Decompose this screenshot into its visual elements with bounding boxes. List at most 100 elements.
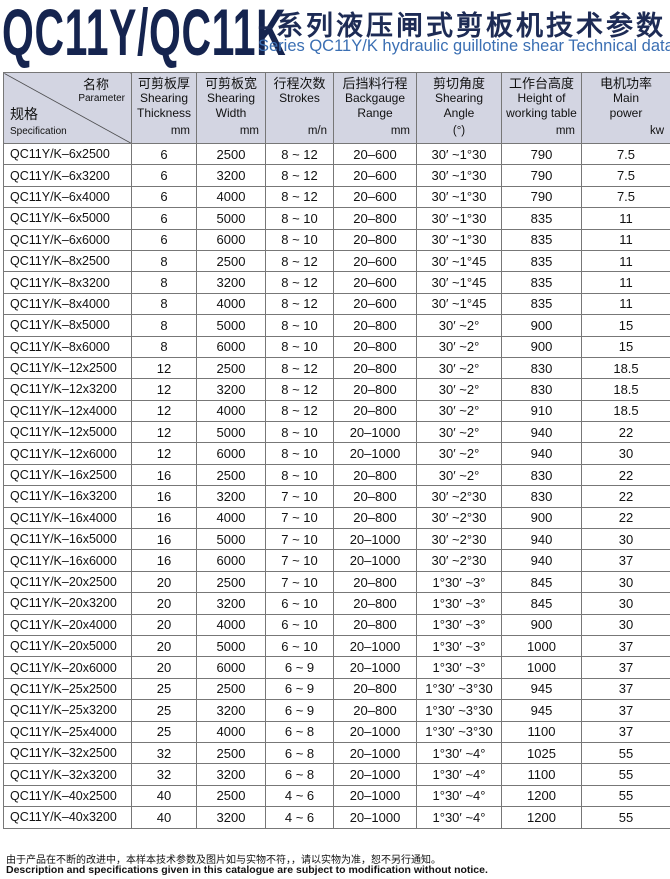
value-cell: 11 bbox=[581, 207, 670, 230]
footnote-chinese: 由于产品在不断的改进中，本样本技术参数及图片如与实物不符，，请以实物为准，恕不另… bbox=[6, 855, 441, 866]
table-row: QC11Y/K–16x4000 16 4000 7 ~ 10 20–800 30′ ~2°… bbox=[3, 506, 670, 530]
value-cell: 30′ ~1°30 bbox=[416, 142, 502, 166]
footnote-english: Description and specifications given in … bbox=[6, 864, 488, 876]
spec-table: 名称 Parameter 规格 Specification 可剪板厚 Sheari… bbox=[3, 72, 670, 829]
value-cell: 40 bbox=[131, 806, 197, 829]
value-cell: 30′ ~2° bbox=[416, 399, 502, 423]
value-cell: 8 bbox=[131, 271, 197, 294]
model-cell: QC11Y/K–8x4000 bbox=[3, 292, 132, 316]
table-row: QC11Y/K–12x2500 12 2500 8 ~ 12 20–800 30′ ~2°… bbox=[3, 356, 670, 380]
table-row: QC11Y/K–20x4000 20 4000 6 ~ 10 20–800 1°30′ ~… bbox=[3, 613, 670, 636]
value-cell: 6000 bbox=[196, 549, 266, 572]
value-cell: 20–600 bbox=[333, 142, 417, 166]
value-cell: 7 ~ 10 bbox=[265, 528, 334, 551]
column-unit: kw bbox=[649, 125, 664, 137]
value-cell: 30 bbox=[581, 442, 670, 465]
value-cell: 22 bbox=[581, 421, 670, 444]
value-cell: 12 bbox=[131, 399, 197, 423]
value-cell: 835 bbox=[501, 207, 582, 230]
value-cell: 30′ ~1°45 bbox=[416, 249, 502, 273]
value-cell: 4000 bbox=[196, 506, 266, 530]
column-title-en: Shearing bbox=[139, 91, 189, 105]
value-cell: 3200 bbox=[196, 378, 266, 401]
model-cell: QC11Y/K–16x6000 bbox=[3, 549, 132, 572]
value-cell: 20–800 bbox=[333, 399, 417, 423]
value-cell: 20–600 bbox=[333, 249, 417, 273]
value-cell: 7.5 bbox=[581, 185, 670, 209]
value-cell: 3200 bbox=[196, 699, 266, 722]
value-cell: 6 bbox=[131, 207, 197, 230]
value-cell: 7 ~ 10 bbox=[265, 549, 334, 572]
value-cell: 22 bbox=[581, 506, 670, 530]
table-row: QC11Y/K–6x2500 6 2500 8 ~ 12 20–600 30′ ~1°30… bbox=[3, 142, 670, 166]
value-cell: 6000 bbox=[196, 335, 266, 358]
value-cell: 20–800 bbox=[333, 699, 417, 722]
value-cell: 20–800 bbox=[333, 335, 417, 358]
value-cell: 6 ~ 8 bbox=[265, 741, 334, 765]
value-cell: 900 bbox=[501, 314, 582, 337]
value-cell: 940 bbox=[501, 442, 582, 465]
column-unit: mm bbox=[239, 125, 259, 137]
column-title-cn: 后挡料行程 bbox=[342, 76, 408, 91]
model-cell: QC11Y/K–6x4000 bbox=[3, 185, 132, 209]
value-cell: 37 bbox=[581, 720, 670, 743]
table-row: QC11Y/K–8x5000 8 5000 8 ~ 10 20–800 30′ ~2° 90… bbox=[3, 314, 670, 337]
column-header: 行程次数 Strokes m/n bbox=[265, 72, 334, 144]
table-row: QC11Y/K–20x6000 20 6000 6 ~ 9 20–1000 1°30′ ~… bbox=[3, 656, 670, 679]
value-cell: 20–800 bbox=[333, 677, 417, 701]
column-header: 电机功率 Main power kw bbox=[581, 72, 670, 144]
column-header: 后挡料行程 Backgauge Range mm bbox=[333, 72, 417, 144]
value-cell: 11 bbox=[581, 292, 670, 316]
value-cell: 8 ~ 10 bbox=[265, 421, 334, 444]
value-cell: 11 bbox=[581, 249, 670, 273]
model-cell: QC11Y/K–6x2500 bbox=[3, 142, 132, 166]
value-cell: 20–600 bbox=[333, 164, 417, 187]
value-cell: 6 bbox=[131, 228, 197, 251]
spec-label-en: Specification bbox=[10, 126, 67, 137]
value-cell: 11 bbox=[581, 228, 670, 251]
value-cell: 37 bbox=[581, 656, 670, 679]
value-cell: 20–800 bbox=[333, 228, 417, 251]
value-cell: 18.5 bbox=[581, 356, 670, 380]
table-row: QC11Y/K–12x4000 12 4000 8 ~ 12 20–800 30′ ~2°… bbox=[3, 399, 670, 423]
value-cell: 1°30′ ~4° bbox=[416, 806, 502, 829]
table-row: QC11Y/K–6x6000 6 6000 8 ~ 10 20–800 30′ ~1°30… bbox=[3, 228, 670, 251]
value-cell: 7.5 bbox=[581, 142, 670, 166]
value-cell: 30′ ~2° bbox=[416, 421, 502, 444]
value-cell: 8 bbox=[131, 335, 197, 358]
value-cell: 20–800 bbox=[333, 613, 417, 636]
value-cell: 940 bbox=[501, 528, 582, 551]
table-row: QC11Y/K–12x3200 12 3200 8 ~ 12 20–800 30′ ~2°… bbox=[3, 378, 670, 401]
value-cell: 18.5 bbox=[581, 399, 670, 423]
value-cell: 945 bbox=[501, 699, 582, 722]
value-cell: 1000 bbox=[501, 656, 582, 679]
value-cell: 8 bbox=[131, 314, 197, 337]
value-cell: 8 ~ 10 bbox=[265, 335, 334, 358]
value-cell: 20 bbox=[131, 656, 197, 679]
table-row: QC11Y/K–40x2500 40 2500 4 ~ 6 20–1000 1°30′ ~… bbox=[3, 784, 670, 808]
value-cell: 8 ~ 12 bbox=[265, 185, 334, 209]
value-cell: 30′ ~2° bbox=[416, 442, 502, 465]
value-cell: 1°30′ ~3° bbox=[416, 613, 502, 636]
value-cell: 8 ~ 10 bbox=[265, 463, 334, 487]
value-cell: 830 bbox=[501, 463, 582, 487]
value-cell: 30′ ~2° bbox=[416, 463, 502, 487]
value-cell: 830 bbox=[501, 485, 582, 508]
column-header: 可剪板厚 Shearing Thickness mm bbox=[131, 72, 197, 144]
value-cell: 4 ~ 6 bbox=[265, 784, 334, 808]
model-cell: QC11Y/K–6x3200 bbox=[3, 164, 132, 187]
value-cell: 32 bbox=[131, 741, 197, 765]
model-cell: QC11Y/K–40x3200 bbox=[3, 806, 132, 829]
model-cell: QC11Y/K–25x4000 bbox=[3, 720, 132, 743]
table-row: QC11Y/K–6x5000 6 5000 8 ~ 10 20–800 30′ ~1°30… bbox=[3, 207, 670, 230]
value-cell: 8 ~ 12 bbox=[265, 271, 334, 294]
value-cell: 945 bbox=[501, 677, 582, 701]
model-title: QC11Y/QC11K bbox=[2, 0, 287, 69]
value-cell: 6 ~ 10 bbox=[265, 613, 334, 636]
model-cell: QC11Y/K–16x3200 bbox=[3, 485, 132, 508]
model-cell: QC11Y/K–8x3200 bbox=[3, 271, 132, 294]
value-cell: 30′ ~2°30 bbox=[416, 528, 502, 551]
value-cell: 2500 bbox=[196, 677, 266, 701]
value-cell: 900 bbox=[501, 506, 582, 530]
value-cell: 1025 bbox=[501, 741, 582, 765]
